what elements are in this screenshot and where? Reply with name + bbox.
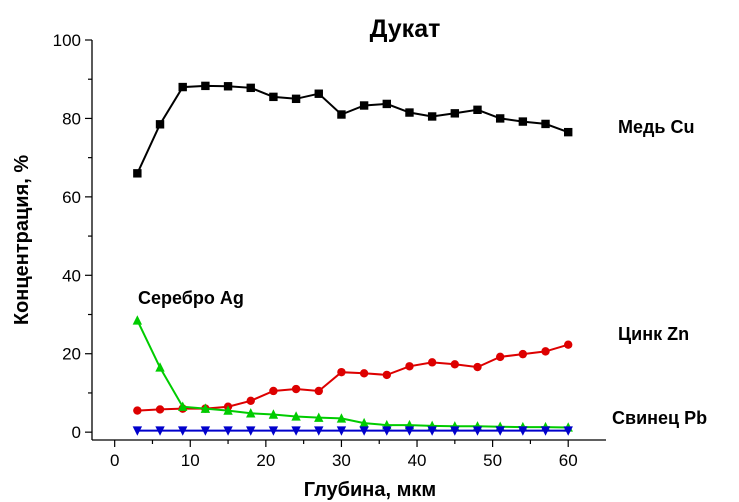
data-point-cu	[495, 114, 505, 123]
data-point-cu	[382, 99, 391, 109]
y-tick-label: 20	[62, 345, 81, 364]
data-point-cu	[473, 105, 482, 115]
y-axis-title: Концентрация, %	[11, 155, 33, 326]
data-point-pb	[291, 426, 301, 436]
data-point-zn	[518, 349, 528, 359]
y-tick-label: 60	[62, 188, 81, 207]
data-point-ag	[359, 417, 369, 428]
data-point-pb	[200, 426, 211, 436]
data-point-pb	[404, 426, 415, 436]
data-point-pb	[382, 426, 392, 436]
data-point-pb	[450, 426, 460, 436]
data-point-ag	[336, 413, 347, 423]
y-tick-label: 0	[72, 423, 81, 442]
data-point-zn	[495, 352, 505, 362]
data-point-cu	[314, 89, 323, 98]
data-point-pb	[132, 426, 143, 436]
data-point-pb	[178, 426, 188, 436]
y-tick-label: 40	[62, 266, 81, 285]
data-point-zn	[382, 370, 391, 380]
data-point-zn	[473, 362, 482, 372]
series-label-ag: Серебро Ag	[138, 288, 244, 308]
series-pb	[132, 426, 573, 436]
data-point-pb	[314, 426, 324, 436]
data-point-zn	[359, 369, 369, 378]
data-point-pb	[223, 426, 233, 436]
data-point-ag	[268, 409, 279, 419]
data-point-cu	[450, 109, 460, 118]
y-ticks: 0 20 40 60 80 100	[53, 31, 92, 442]
data-point-pb	[495, 426, 505, 436]
data-point-ag	[314, 412, 324, 422]
series-layer	[132, 81, 573, 436]
data-point-pb	[472, 426, 483, 436]
axes	[91, 40, 606, 441]
series-zn	[133, 340, 573, 415]
chart-title: Дукат	[370, 15, 441, 43]
data-point-cu	[155, 120, 165, 129]
data-point-cu	[337, 110, 346, 119]
data-point-zn	[450, 360, 460, 369]
series-line-cu	[136, 84, 569, 174]
data-point-pb	[563, 426, 573, 436]
data-point-zn	[541, 347, 550, 356]
series-label-pb: Свинец Pb	[612, 408, 707, 428]
data-point-zn	[405, 362, 414, 371]
data-point-cu	[541, 119, 550, 129]
data-point-pb	[518, 426, 528, 436]
data-point-cu	[564, 127, 573, 137]
data-point-zn	[155, 405, 165, 414]
series-label-zn: Цинк Zn	[618, 324, 689, 344]
data-point-zn	[269, 386, 278, 396]
data-point-cu	[291, 94, 301, 104]
data-point-cu	[518, 117, 528, 126]
data-point-cu	[269, 92, 278, 102]
data-point-cu	[359, 101, 369, 110]
y-tick-label: 80	[62, 109, 81, 128]
data-point-cu	[223, 82, 233, 91]
x-tick-label: 30	[332, 451, 351, 470]
data-point-zn	[246, 396, 255, 405]
data-point-zn	[564, 340, 573, 349]
x-tick-label: 40	[408, 451, 427, 470]
data-point-ag	[291, 411, 301, 421]
x-tick-label: 0	[110, 451, 119, 470]
data-point-pb	[268, 426, 279, 436]
data-point-pb	[246, 426, 256, 436]
x-tick-label: 50	[483, 451, 502, 470]
data-point-cu	[201, 81, 210, 91]
data-point-cu	[178, 82, 187, 92]
data-point-cu	[133, 169, 142, 178]
data-point-ag	[178, 401, 188, 411]
data-point-pb	[427, 426, 437, 436]
data-point-zn	[291, 384, 301, 394]
data-point-cu	[405, 108, 414, 117]
x-tick-label: 20	[256, 451, 275, 470]
data-point-pb	[540, 426, 551, 436]
data-point-cu	[246, 83, 255, 93]
data-point-ag	[246, 408, 256, 418]
data-point-ag	[223, 405, 233, 415]
series-label-cu: Медь Cu	[618, 117, 695, 137]
data-point-pb	[336, 426, 347, 436]
x-ticks: 0 10 20 30 40 50 60	[110, 440, 578, 470]
data-point-ag	[132, 315, 143, 325]
data-point-ag	[200, 403, 211, 413]
data-point-pb	[359, 426, 369, 436]
y-tick-label: 100	[53, 31, 81, 50]
data-point-zn	[337, 367, 346, 377]
data-point-ag	[155, 362, 165, 372]
data-point-zn	[427, 358, 437, 367]
x-axis-title: Глубина, мкм	[304, 479, 436, 501]
series-cu	[133, 81, 573, 178]
x-tick-label: 10	[181, 451, 200, 470]
data-point-zn	[314, 386, 323, 396]
data-point-zn	[133, 406, 142, 415]
data-point-pb	[155, 426, 165, 436]
data-point-cu	[427, 112, 437, 121]
x-tick-label: 60	[559, 451, 578, 470]
